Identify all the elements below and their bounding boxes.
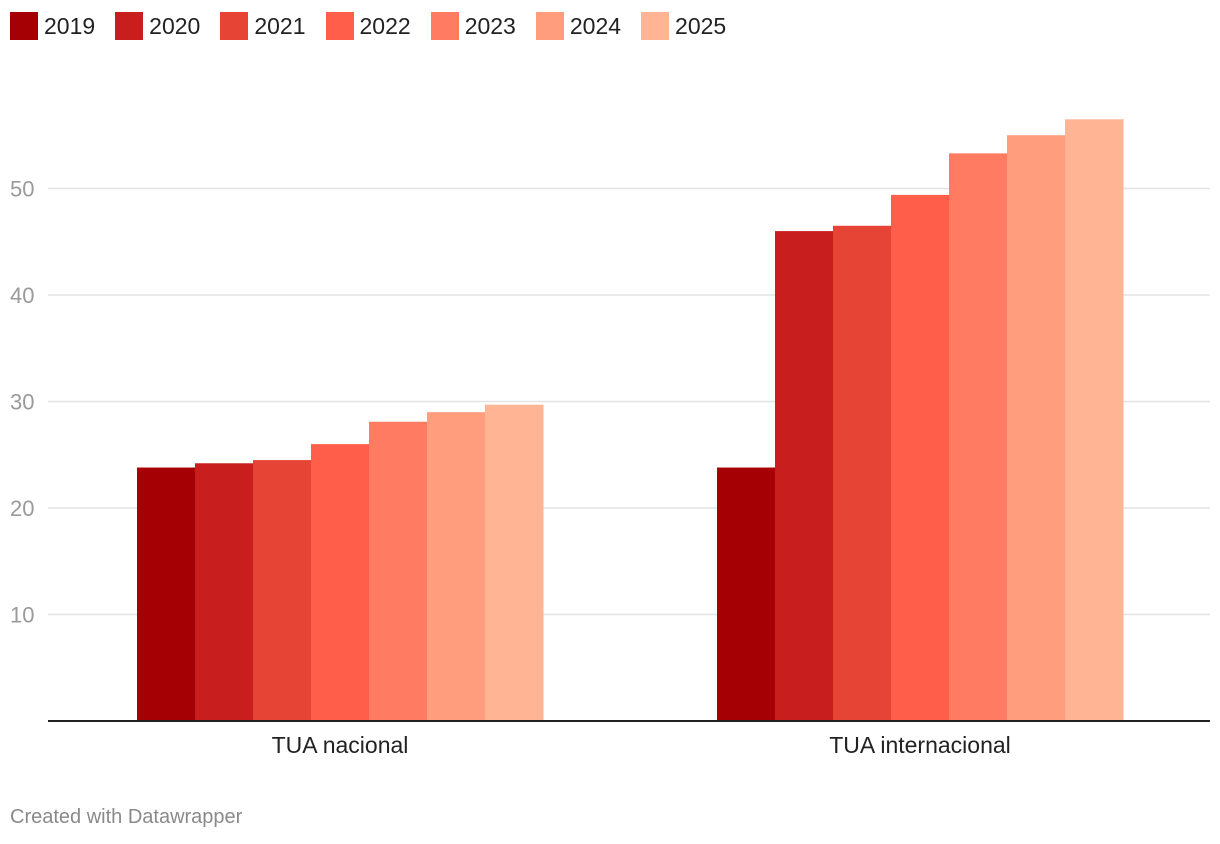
legend-item-2020: 2020 [115, 12, 200, 40]
bar-2019-internacional [717, 467, 776, 721]
bar-2023-nacional [369, 421, 428, 721]
bar-2022-internacional [891, 194, 950, 721]
legend-label: 2025 [675, 12, 727, 39]
bar-2024-internacional [1007, 135, 1066, 721]
legend-item-2021: 2021 [220, 12, 306, 40]
bar-2020-nacional [195, 463, 254, 721]
legend-item-2025: 2025 [641, 12, 726, 40]
legend-swatch [325, 12, 354, 40]
legend-label: 2020 [149, 12, 201, 39]
chart-legend: 2019 2020 2021 2022 2023 2024 2025 [10, 12, 746, 40]
bar-2024-nacional [427, 412, 486, 721]
bar-2023-internacional [949, 153, 1008, 722]
y-tick-label: 10 [10, 603, 34, 628]
y-tick-label: 20 [10, 496, 34, 521]
bar-2020-internacional [775, 231, 834, 721]
bar-2021-internacional [833, 225, 892, 721]
bar-2022-nacional [311, 444, 370, 721]
legend-label: 2021 [254, 12, 306, 39]
y-tick-label: 30 [10, 390, 34, 415]
bar-2025-internacional [1065, 119, 1124, 721]
legend-swatch [535, 12, 564, 40]
legend-label: 2024 [569, 12, 622, 39]
legend-item-2019: 2019 [10, 12, 95, 40]
legend-label: 2023 [464, 12, 516, 39]
bar-2025-nacional [485, 404, 544, 721]
legend-swatch [430, 12, 459, 40]
x-category-label: TUA nacional [272, 732, 409, 758]
x-category-label: TUA internacional [829, 732, 1011, 758]
bar-2019-nacional [137, 467, 196, 721]
legend-label: 2022 [359, 12, 411, 39]
legend-item-2024: 2024 [535, 12, 622, 40]
legend-swatch [641, 12, 670, 40]
legend-swatch [220, 12, 249, 40]
legend-swatch [10, 12, 38, 40]
legend-item-2023: 2023 [430, 12, 516, 40]
y-tick-label: 40 [10, 283, 34, 308]
datawrapper-credit: Created with Datawrapper [10, 806, 243, 828]
legend-item-2022: 2022 [325, 12, 411, 40]
legend-label: 2019 [44, 12, 96, 39]
y-tick-label: 50 [10, 177, 34, 202]
bar-2021-nacional [253, 460, 312, 721]
legend-swatch [115, 12, 144, 40]
